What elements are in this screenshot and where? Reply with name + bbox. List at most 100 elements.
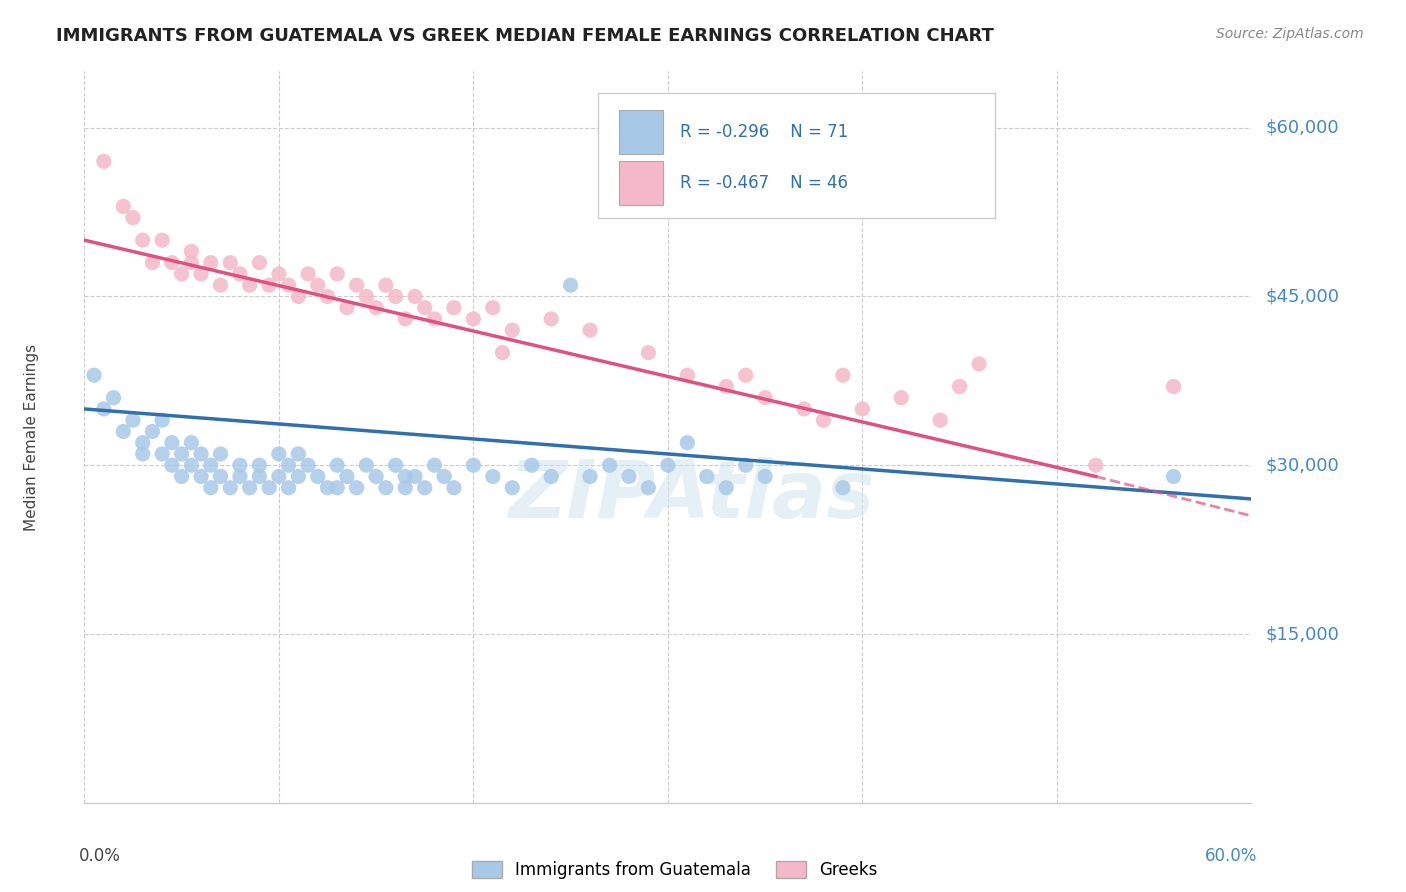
Point xyxy=(93,154,115,169)
Point xyxy=(716,481,738,495)
Text: $30,000: $30,000 xyxy=(1265,456,1339,475)
Point xyxy=(200,481,222,495)
Text: $45,000: $45,000 xyxy=(1265,287,1340,305)
Point xyxy=(384,289,406,303)
Point xyxy=(122,413,145,427)
Point xyxy=(316,481,339,495)
Point xyxy=(949,379,972,393)
Point xyxy=(287,289,309,303)
Point xyxy=(599,458,621,473)
Point xyxy=(247,469,270,483)
Text: 0.0%: 0.0% xyxy=(79,847,121,864)
Point xyxy=(346,278,368,293)
Point xyxy=(277,481,299,495)
Point xyxy=(394,469,416,483)
Text: Median Female Earnings: Median Female Earnings xyxy=(24,343,39,531)
Point xyxy=(676,435,699,450)
Point xyxy=(180,435,202,450)
Point xyxy=(141,425,163,439)
Point xyxy=(734,368,756,383)
Point xyxy=(307,469,329,483)
Point xyxy=(481,469,505,483)
Point xyxy=(734,458,756,473)
Point xyxy=(356,289,378,303)
Point xyxy=(180,244,202,259)
Point xyxy=(346,481,368,495)
Point xyxy=(832,481,855,495)
Point xyxy=(413,301,436,315)
Point xyxy=(520,458,543,473)
Point xyxy=(336,469,359,483)
Point xyxy=(832,368,855,383)
Point xyxy=(267,447,290,461)
Point xyxy=(657,458,679,473)
Point xyxy=(170,447,193,461)
Point xyxy=(793,401,815,416)
Point xyxy=(180,255,202,269)
Point xyxy=(463,312,485,326)
Point xyxy=(150,447,173,461)
Point xyxy=(150,233,173,247)
FancyBboxPatch shape xyxy=(598,94,994,218)
Point xyxy=(170,469,193,483)
Text: R = -0.467    N = 46: R = -0.467 N = 46 xyxy=(679,174,848,193)
Point xyxy=(247,255,270,269)
Text: $15,000: $15,000 xyxy=(1265,625,1340,643)
Point xyxy=(316,289,339,303)
Point xyxy=(180,458,202,473)
Point xyxy=(160,255,183,269)
Point xyxy=(374,481,396,495)
Point xyxy=(93,401,115,416)
Point xyxy=(443,301,465,315)
Point xyxy=(267,469,290,483)
Point xyxy=(423,458,446,473)
Point xyxy=(209,469,232,483)
Point xyxy=(229,469,252,483)
Point xyxy=(540,469,562,483)
Point xyxy=(540,312,562,326)
Point xyxy=(637,481,659,495)
Point xyxy=(229,267,252,281)
Point xyxy=(754,469,776,483)
Point xyxy=(967,357,990,371)
Point xyxy=(813,413,835,427)
Point xyxy=(560,278,582,293)
Point xyxy=(132,435,155,450)
Point xyxy=(326,267,349,281)
Point xyxy=(1163,469,1185,483)
Point xyxy=(754,391,776,405)
Point xyxy=(209,278,232,293)
Text: 60.0%: 60.0% xyxy=(1205,847,1257,864)
Text: $60,000: $60,000 xyxy=(1265,119,1339,136)
Point xyxy=(617,469,640,483)
Point xyxy=(239,481,262,495)
Point xyxy=(267,267,290,281)
Point xyxy=(491,345,513,359)
Text: Source: ZipAtlas.com: Source: ZipAtlas.com xyxy=(1216,27,1364,41)
FancyBboxPatch shape xyxy=(619,110,664,154)
Point xyxy=(501,481,523,495)
Point xyxy=(423,312,446,326)
Point xyxy=(287,447,309,461)
Point xyxy=(1084,458,1107,473)
Point xyxy=(219,481,242,495)
Point xyxy=(433,469,456,483)
Point xyxy=(374,278,396,293)
Point xyxy=(247,458,270,473)
Point xyxy=(277,458,299,473)
Point xyxy=(287,469,309,483)
Point xyxy=(326,481,349,495)
Point xyxy=(716,379,738,393)
Point xyxy=(297,267,319,281)
Point xyxy=(132,447,155,461)
Point xyxy=(443,481,465,495)
Point xyxy=(141,255,163,269)
Point xyxy=(356,458,378,473)
Point xyxy=(366,301,388,315)
Point xyxy=(481,301,505,315)
Point xyxy=(160,458,183,473)
Point xyxy=(676,368,699,383)
Point xyxy=(277,278,299,293)
Point xyxy=(384,458,406,473)
Point xyxy=(501,323,523,337)
